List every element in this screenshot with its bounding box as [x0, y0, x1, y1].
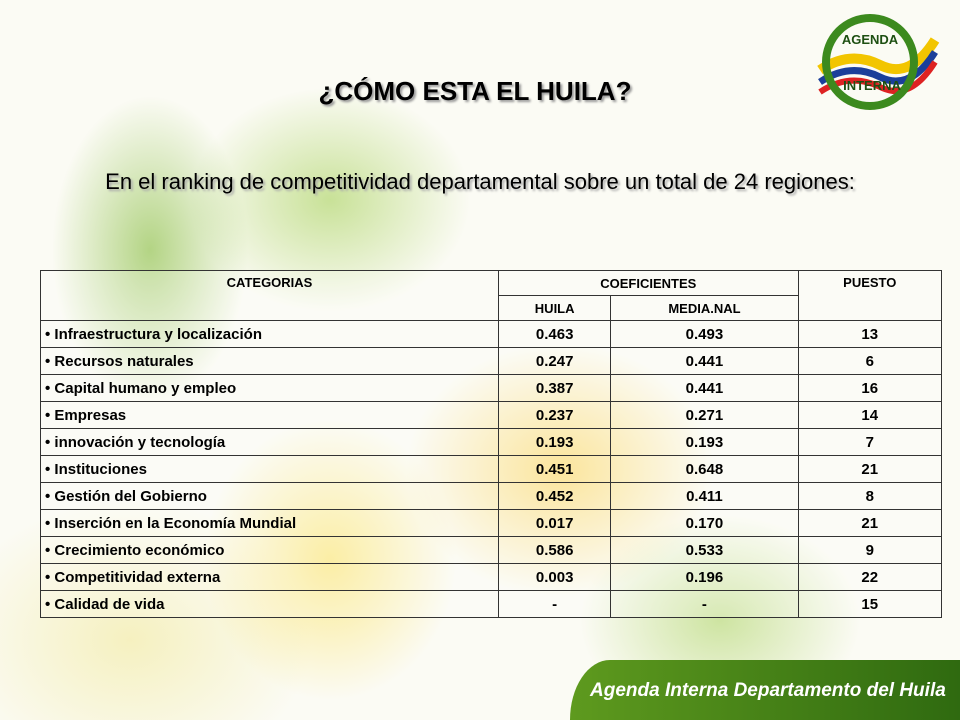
value-cell: 0.586 [497, 536, 612, 564]
header-cell: HUILA [497, 295, 612, 321]
value-cell: 13 [797, 320, 943, 348]
logo-text: INTERNA [843, 78, 901, 93]
category-cell: • Instituciones [40, 455, 499, 483]
value-cell: 0.493 [610, 320, 799, 348]
category-cell: • innovación y tecnología [40, 428, 499, 456]
value-cell: 0.193 [610, 428, 799, 456]
value-cell: - [610, 590, 799, 618]
header-cell: PUESTO [797, 270, 943, 321]
title: ¿CÓMO ESTA EL HUILA? [318, 76, 632, 106]
value-cell: - [497, 590, 612, 618]
footer-banner: Agenda Interna Departamento del Huila [570, 660, 960, 720]
value-cell: 0.533 [610, 536, 799, 564]
table-row: • Recursos naturales 0.247 0.441 6 [40, 347, 943, 375]
value-cell: 0.441 [610, 374, 799, 402]
category-cell: • Gestión del Gobierno [40, 482, 499, 510]
table: CATEGORIAS COEFICIENTES PUESTO HUILA MED… [40, 270, 943, 618]
value-cell: 8 [797, 482, 943, 510]
value-cell: 0.441 [610, 347, 799, 375]
table-row: • Crecimiento económico 0.586 0.533 9 [40, 536, 943, 564]
category-cell: • Recursos naturales [40, 347, 499, 375]
value-cell: 0.648 [610, 455, 799, 483]
value-cell: 0.017 [497, 509, 612, 537]
header-cell: COEFICIENTES [498, 270, 799, 296]
value-cell: 0.196 [610, 563, 799, 591]
category-cell: • Inserción en la Economía Mundial [40, 509, 499, 537]
value-cell: 21 [797, 509, 943, 537]
table-row: • Instituciones 0.451 0.648 21 [40, 455, 943, 483]
category-cell: • Calidad de vida [40, 590, 499, 618]
value-cell: 0.003 [497, 563, 612, 591]
logo-text: AGENDA [842, 32, 899, 47]
category-cell: • Infraestructura y localización [40, 320, 499, 348]
value-cell: 21 [797, 455, 943, 483]
value-cell: 0.452 [497, 482, 612, 510]
value-cell: 0.411 [610, 482, 799, 510]
table-row: • Calidad de vida - -15 [40, 590, 943, 618]
footer-text: Agenda Interna Departamento del Huila [590, 680, 946, 701]
value-cell: 16 [797, 374, 943, 402]
value-cell: 0.271 [610, 401, 799, 429]
value-cell: 22 [797, 563, 943, 591]
value-cell: 0.451 [497, 455, 612, 483]
value-cell: 9 [797, 536, 943, 564]
category-cell: • Crecimiento económico [40, 536, 499, 564]
value-cell: 7 [797, 428, 943, 456]
table-row: • Gestión del Gobierno 0.452 0.411 8 [40, 482, 943, 510]
value-cell: 0.237 [497, 401, 612, 429]
header-cell: CATEGORIAS [40, 270, 499, 321]
table-row: • Empresas 0.237 0.271 14 [40, 401, 943, 429]
table-row: • Competitividad externa 0.003 0.196 22 [40, 563, 943, 591]
value-cell: 14 [797, 401, 943, 429]
logo: AGENDA INTERNA [817, 14, 940, 110]
category-cell: • Capital humano y empleo [40, 374, 499, 402]
subtitle: En el ranking de competitividad departam… [105, 169, 855, 194]
table-row: • Infraestructura y localización 0.463 0.4… [40, 320, 943, 348]
value-cell: 15 [797, 590, 943, 618]
category-cell: • Empresas [40, 401, 499, 429]
table-row: • innovación y tecnología 0.193 0.193 7 [40, 428, 943, 456]
value-cell: 0.170 [610, 509, 799, 537]
value-cell: 0.463 [497, 320, 612, 348]
value-cell: 0.387 [497, 374, 612, 402]
value-cell: 0.247 [497, 347, 612, 375]
header-cell: MEDIA.NAL [610, 295, 799, 321]
table-row: • Capital humano y empleo 0.387 0.441 16 [40, 374, 943, 402]
value-cell: 0.193 [497, 428, 612, 456]
value-cell: 6 [797, 347, 943, 375]
table-row: • Inserción en la Economía Mundial 0.017 0… [40, 509, 943, 537]
category-cell: • Competitividad externa [40, 563, 499, 591]
